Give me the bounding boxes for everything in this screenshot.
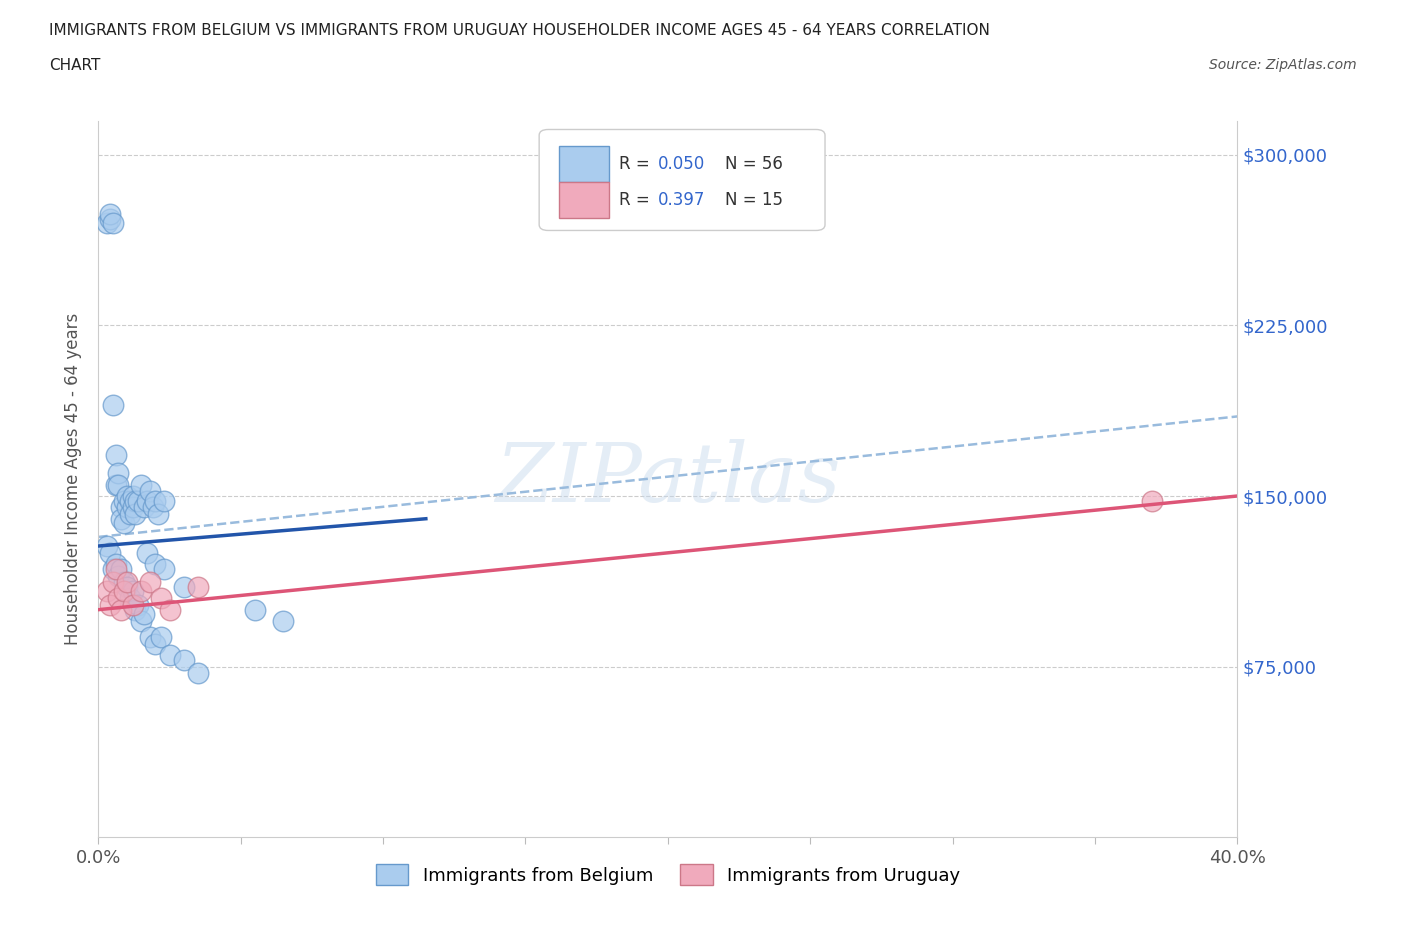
Point: [187, 579, 209, 594]
Point: [159, 603, 181, 618]
Point: [107, 591, 129, 605]
Point: [138, 484, 160, 498]
Point: [173, 579, 195, 594]
Point: [124, 493, 146, 508]
Point: [127, 598, 149, 613]
Point: [150, 630, 173, 644]
Text: R =: R =: [619, 191, 655, 208]
Point: [110, 500, 132, 515]
Point: [110, 603, 132, 618]
Point: [107, 477, 129, 492]
Point: [135, 545, 157, 560]
Point: [129, 584, 152, 599]
Point: [121, 488, 143, 503]
Point: [98, 545, 121, 560]
Text: N = 56: N = 56: [725, 155, 783, 173]
Point: [118, 493, 141, 508]
Point: [148, 507, 170, 522]
Point: [118, 591, 141, 605]
Point: [104, 447, 127, 462]
Point: [98, 598, 121, 613]
Point: [150, 591, 173, 605]
Point: [132, 500, 155, 515]
Point: [138, 575, 160, 590]
Point: [107, 568, 129, 583]
FancyBboxPatch shape: [558, 146, 609, 181]
Point: [273, 614, 295, 629]
Point: [129, 614, 152, 629]
Point: [101, 398, 124, 413]
Point: [127, 493, 149, 508]
Point: [115, 575, 138, 590]
FancyBboxPatch shape: [558, 181, 609, 218]
Point: [141, 500, 163, 515]
Point: [145, 636, 167, 651]
Point: [121, 598, 143, 613]
Point: [115, 488, 138, 503]
Point: [96, 538, 118, 553]
Text: R =: R =: [619, 155, 655, 173]
Point: [118, 507, 141, 522]
Point: [104, 562, 127, 577]
Text: IMMIGRANTS FROM BELGIUM VS IMMIGRANTS FROM URUGUAY HOUSEHOLDER INCOME AGES 45 - : IMMIGRANTS FROM BELGIUM VS IMMIGRANTS FR…: [49, 23, 990, 38]
Point: [1140, 493, 1163, 508]
Point: [124, 507, 146, 522]
Point: [153, 562, 176, 577]
Point: [112, 516, 135, 531]
Point: [101, 216, 124, 231]
Text: 0.050: 0.050: [658, 155, 704, 173]
Text: CHART: CHART: [49, 58, 101, 73]
Point: [104, 477, 127, 492]
Point: [135, 493, 157, 508]
Point: [112, 584, 135, 599]
Point: [107, 466, 129, 481]
Point: [110, 512, 132, 526]
Point: [243, 603, 266, 618]
Text: N = 15: N = 15: [725, 191, 783, 208]
Point: [132, 606, 155, 621]
Point: [98, 211, 121, 226]
Point: [159, 647, 181, 662]
Point: [112, 575, 135, 590]
Point: [173, 652, 195, 667]
Point: [138, 630, 160, 644]
FancyBboxPatch shape: [538, 129, 825, 231]
Point: [98, 206, 121, 221]
Y-axis label: Householder Income Ages 45 - 64 years: Householder Income Ages 45 - 64 years: [65, 312, 83, 645]
Point: [101, 575, 124, 590]
Point: [96, 216, 118, 231]
Point: [129, 477, 152, 492]
Point: [96, 584, 118, 599]
Point: [153, 493, 176, 508]
Text: 0.397: 0.397: [658, 191, 704, 208]
Text: ZIPatlas: ZIPatlas: [495, 439, 841, 519]
Point: [115, 500, 138, 515]
Point: [110, 562, 132, 577]
Point: [121, 584, 143, 599]
Point: [145, 493, 167, 508]
Point: [124, 603, 146, 618]
Point: [112, 493, 135, 508]
Point: [145, 557, 167, 572]
Point: [104, 557, 127, 572]
Point: [121, 500, 143, 515]
Point: [187, 666, 209, 681]
Legend: Immigrants from Belgium, Immigrants from Uruguay: Immigrants from Belgium, Immigrants from…: [368, 857, 967, 893]
Point: [101, 562, 124, 577]
Text: Source: ZipAtlas.com: Source: ZipAtlas.com: [1209, 58, 1357, 72]
Point: [115, 579, 138, 594]
